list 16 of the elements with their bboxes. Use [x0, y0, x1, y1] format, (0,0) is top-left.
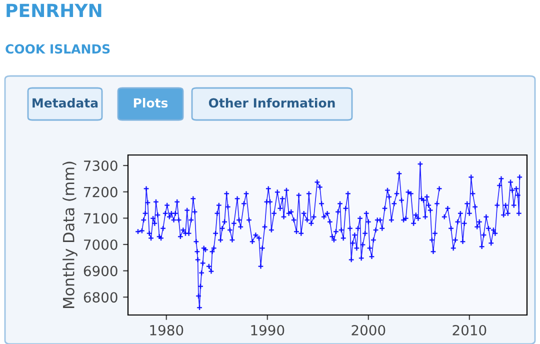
y-tick-label: 6900 — [84, 266, 118, 276]
chart-title: PENRHYN — [6, 4, 102, 17]
y-tick-label: 7000 — [84, 239, 118, 250]
x-tick-label: 1980 — [150, 324, 184, 336]
x-tick-label: 2000 — [352, 324, 386, 336]
y-axis-title: Monthly Data (mm) — [62, 162, 78, 308]
text: Other Information — [208, 98, 335, 108]
y-tick-label: 7100 — [84, 213, 118, 224]
x-tick-label: 1990 — [251, 324, 284, 336]
text: Plots — [134, 98, 168, 108]
y-tick-label: 7300 — [84, 160, 118, 171]
x-tick-label: 2010 — [452, 324, 486, 336]
text: Metadata — [32, 98, 98, 108]
y-tick-label: 6800 — [84, 292, 118, 303]
y-tick-label: 7200 — [84, 186, 118, 198]
chart-subtitle: COOK ISLANDS — [6, 44, 110, 54]
